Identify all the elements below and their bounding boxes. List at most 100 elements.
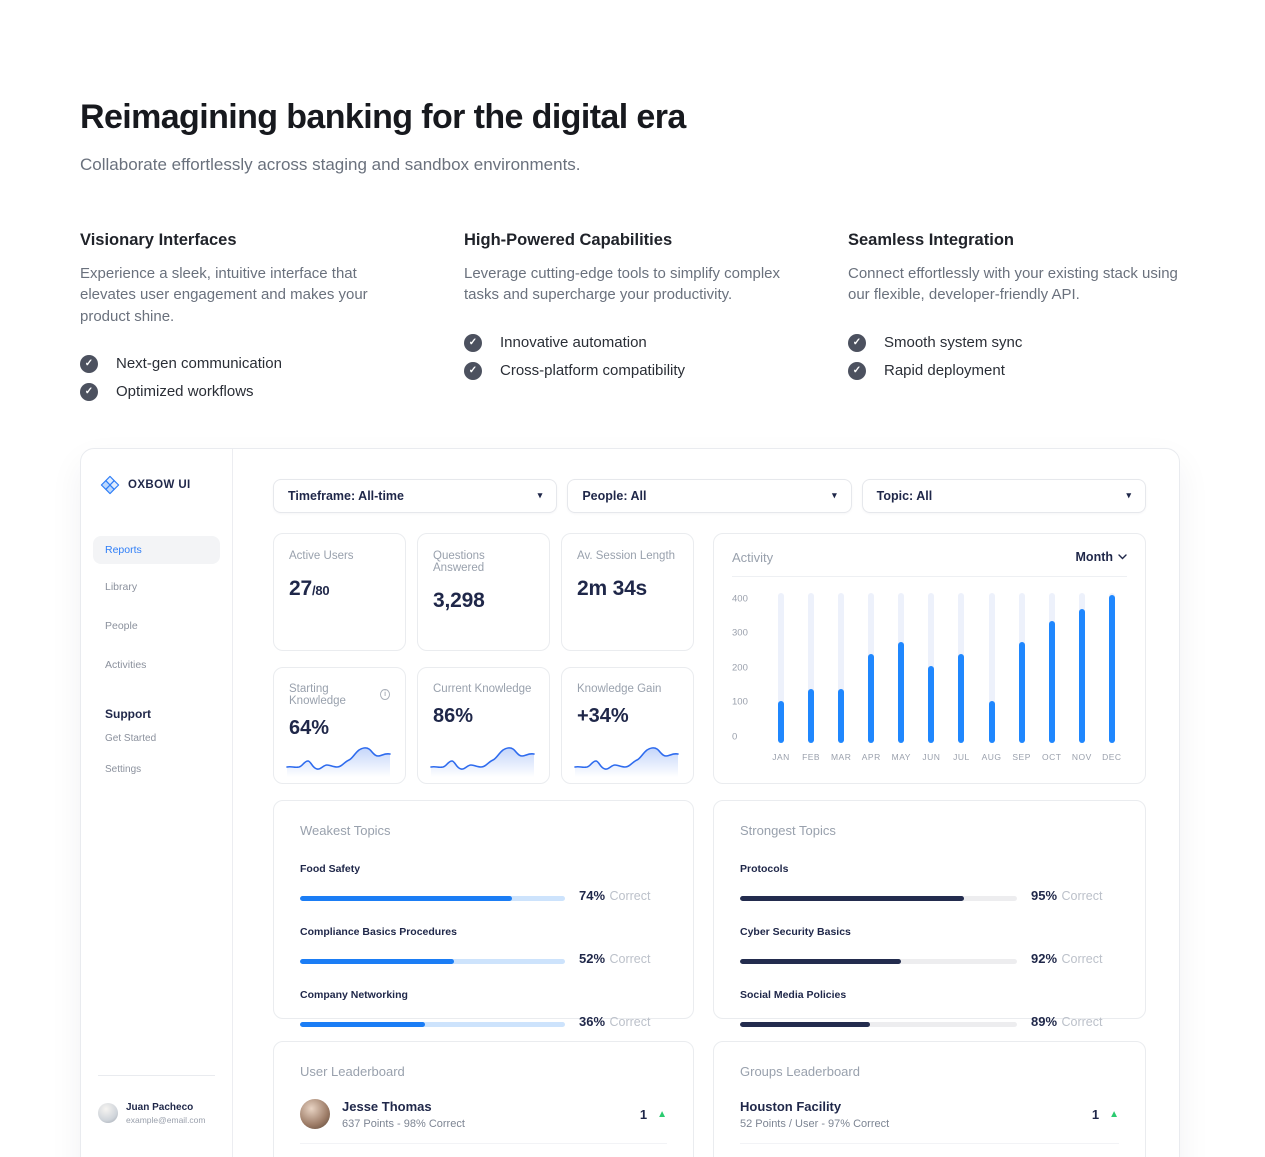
avatar [98, 1103, 118, 1124]
activity-bar: JUL [948, 592, 974, 767]
leaderboard-row[interactable]: Jesse Thomas 637 Points - 98% Correct 1 ▲ [300, 1099, 667, 1144]
topic-name: Social Media Policies [740, 988, 847, 1001]
chevron-down-icon: ▾ [832, 490, 837, 501]
filter-bar: Timeframe: All-time ▾ People: All ▾ Topi… [273, 478, 1146, 513]
stat-value: 3,298 [433, 588, 485, 612]
features-section: Visionary Interfaces Experience a sleek,… [0, 231, 1265, 401]
feature-list-item: ✓ Cross-platform compatibility [464, 361, 800, 380]
chevron-down-icon [1118, 554, 1127, 560]
leaderboard-detail: 637 Points - 98% Correct [342, 1117, 465, 1130]
activity-bar: FEB [798, 592, 824, 767]
check-icon: ✓ [464, 333, 482, 352]
progress-bar [740, 1021, 1017, 1027]
weakest-topics-panel: Weakest Topics Food Safety 74% Correct C… [273, 799, 694, 1029]
feature-seamless-integration: Seamless Integration Connect effortlessl… [848, 231, 1184, 401]
feature-description: Connect effortlessly with your existing … [848, 265, 1178, 304]
activity-title: Activity [732, 549, 774, 565]
sidebar-item-get-started[interactable]: Get Started [105, 732, 157, 744]
topic-name: Company Networking [300, 988, 408, 1001]
topic-name: Food Safety [300, 862, 361, 875]
groups-leaderboard-panel: Groups Leaderboard Houston Facility 52 P… [713, 1040, 1146, 1157]
page-subtitle: Collaborate effortlessly across staging … [80, 155, 581, 174]
topic-row: Compliance Basics Procedures 52% Correct [300, 926, 667, 966]
topic-row: Protocols 95% Correct [740, 863, 1119, 903]
topic-score: 36% Correct [579, 1013, 651, 1029]
x-tick-label: OCT [1041, 751, 1062, 762]
weakest-topics-title: Weakest Topics [300, 822, 391, 838]
topic-name: Cyber Security Basics [740, 925, 851, 938]
progress-bar [740, 958, 1017, 964]
activity-bar: JUN [918, 592, 944, 767]
topic-row: Social Media Policies 89% Correct [740, 988, 1119, 1029]
trend-up-icon: ▲ [657, 1108, 667, 1120]
activity-bar: JAN [768, 592, 794, 767]
activity-panel: Activity Month 400 300 200 100 0 JAN FEB MAR AP… [713, 532, 1146, 784]
knowledge-label: Current Knowledge [433, 682, 532, 695]
feature-list-item: ✓ Rapid deployment [848, 361, 1184, 380]
check-icon: ✓ [80, 354, 98, 373]
feature-item-label: Smooth system sync [884, 334, 1023, 352]
sidebar-item-library[interactable]: Library [105, 580, 138, 593]
people-filter-label: People: All [582, 488, 647, 503]
x-tick-label: MAY [891, 751, 911, 762]
dashboard-main: Timeframe: All-time ▾ People: All ▾ Topi… [233, 449, 1179, 1157]
y-tick-label: 300 [732, 627, 748, 639]
brand: OXBOW UI [81, 449, 232, 496]
sidebar-user[interactable]: Juan Pacheco example@email.com [98, 1074, 215, 1125]
timeframe-filter-label: Timeframe: All-time [288, 488, 405, 503]
x-tick-label: SEP [1012, 751, 1031, 762]
sparkline-chart [286, 747, 391, 777]
y-tick-label: 400 [732, 593, 748, 605]
x-tick-label: DEC [1102, 751, 1122, 762]
activity-bar: APR [858, 592, 884, 767]
feature-item-label: Next-gen communication [116, 355, 282, 373]
leaderboard-name: Houston Facility [740, 1098, 842, 1114]
sidebar-item-reports[interactable]: Reports [93, 535, 220, 564]
x-tick-label: JUN [922, 751, 941, 762]
sidebar-nav: Reports Library People Activities [81, 535, 232, 681]
strongest-topics-panel: Strongest Topics Protocols 95% Correct C… [713, 799, 1146, 1029]
period-selector-label: Month [1075, 550, 1113, 565]
topic-row: Cyber Security Basics 92% Correct [740, 925, 1119, 966]
sidebar-item-settings[interactable]: Settings [105, 763, 142, 775]
knowledge-value: +34% [577, 704, 629, 727]
x-tick-label: FEB [802, 751, 821, 762]
timeframe-filter-dropdown[interactable]: Timeframe: All-time ▾ [273, 478, 558, 513]
feature-description: Leverage cutting-edge tools to simplify … [464, 265, 780, 304]
activity-bar: MAY [888, 592, 914, 767]
knowledge-label: Knowledge Gain [577, 682, 662, 695]
support-heading: Support [105, 706, 151, 721]
knowledge-gain-card: Knowledge Gain +34% [561, 666, 694, 784]
knowledge-label: Starting Knowledge [289, 682, 346, 707]
feature-item-label: Cross-platform compatibility [500, 362, 686, 380]
starting-knowledge-card: Starting Knowledge i 64% [273, 666, 406, 784]
dashboard-window: OXBOW UI Reports Library People Activiti… [80, 447, 1180, 1157]
topic-filter-dropdown[interactable]: Topic: All ▾ [861, 478, 1146, 513]
topic-score: 74% Correct [579, 887, 651, 903]
knowledge-value: 64% [289, 716, 330, 739]
feature-title: Visionary Interfaces [80, 231, 237, 249]
stat-value: 2m 34s [577, 576, 648, 600]
leaderboard-row[interactable]: Houston Facility 52 Points / User - 97% … [740, 1099, 1119, 1144]
sidebar-item-people[interactable]: People [105, 619, 138, 632]
topic-filter-label: Topic: All [876, 488, 933, 503]
activity-bar-group: JAN FEB MAR APR MAY JUN JUL AUG SEP OCT NOV DEC [768, 592, 1125, 767]
stat-label: Questions Answered [433, 549, 485, 574]
user-leaderboard-panel: User Leaderboard Jesse Thomas 637 Points… [273, 1040, 694, 1157]
feature-item-label: Optimized workflows [116, 383, 254, 401]
sparkline-chart [430, 747, 535, 777]
activity-bar-chart: 400 300 200 100 0 JAN FEB MAR APR MAY JUN JUL AUG SE… [732, 592, 1127, 767]
progress-bar [740, 895, 1017, 901]
feature-list-item: ✓ Innovative automation [464, 333, 800, 352]
feature-visionary-interfaces: Visionary Interfaces Experience a sleek,… [80, 231, 416, 401]
leaderboard-name: Jesse Thomas [342, 1098, 432, 1114]
info-icon[interactable]: i [380, 689, 390, 701]
knowledge-value: 86% [433, 704, 474, 727]
period-selector-dropdown[interactable]: Month [1076, 550, 1127, 564]
questions-answered-card: Questions Answered 3,298 [417, 532, 550, 651]
sidebar-item-activities[interactable]: Activities [105, 658, 147, 671]
activity-bar: MAR [828, 592, 854, 767]
people-filter-dropdown[interactable]: People: All ▾ [567, 478, 852, 513]
activity-bar: AUG [979, 592, 1005, 767]
x-tick-label: APR [861, 751, 881, 762]
